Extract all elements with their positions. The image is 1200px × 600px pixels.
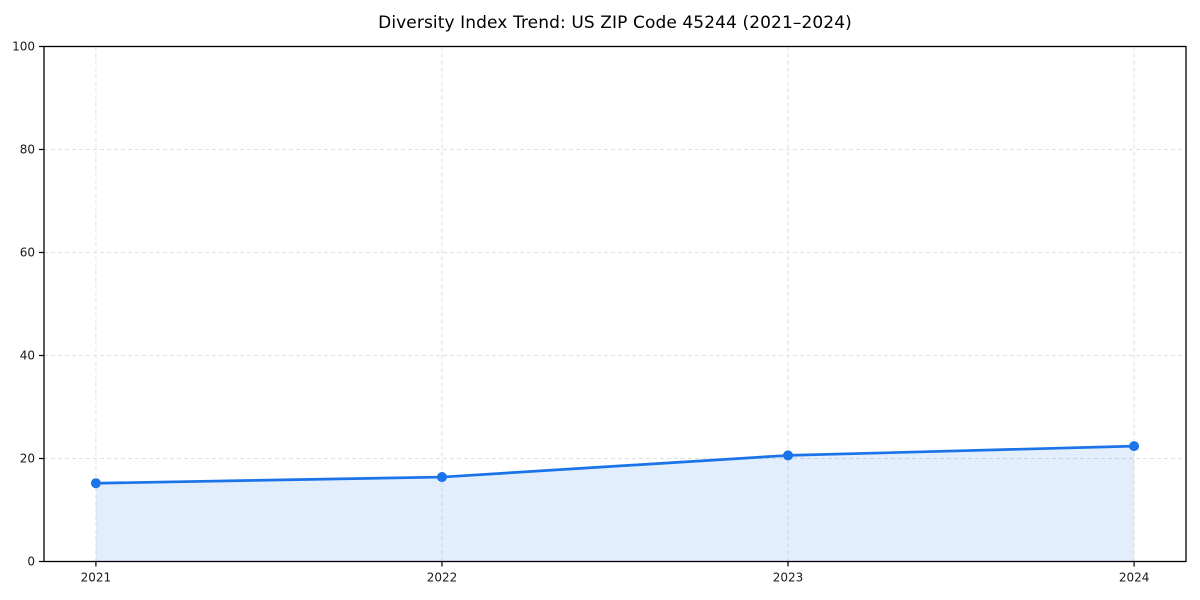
trend-line [94,444,1136,485]
data-point-marker [783,450,794,461]
x-axis-tick-label: 2023 [773,571,804,585]
chart-title: Diversity Index Trend: US ZIP Code 45244… [378,13,852,33]
y-axis-tick-label: 60 [20,246,35,260]
data-point-marker [1129,441,1140,452]
y-axis-tick-label: 40 [20,349,35,363]
y-axis-tick-label: 0 [27,555,35,569]
y-axis-tick-label: 80 [20,143,35,157]
data-point-marker [436,472,447,483]
x-axis-tick-label: 2021 [81,571,112,585]
y-axis-tick-label: 100 [12,40,35,54]
x-axis-tick-label: 2022 [427,571,458,585]
plot-border [43,45,1187,563]
y-axis-tick-label: 20 [20,452,35,466]
data-point-marker [90,478,101,489]
area-fill [95,446,1135,562]
x-axis-tick-label: 2024 [1119,571,1150,585]
